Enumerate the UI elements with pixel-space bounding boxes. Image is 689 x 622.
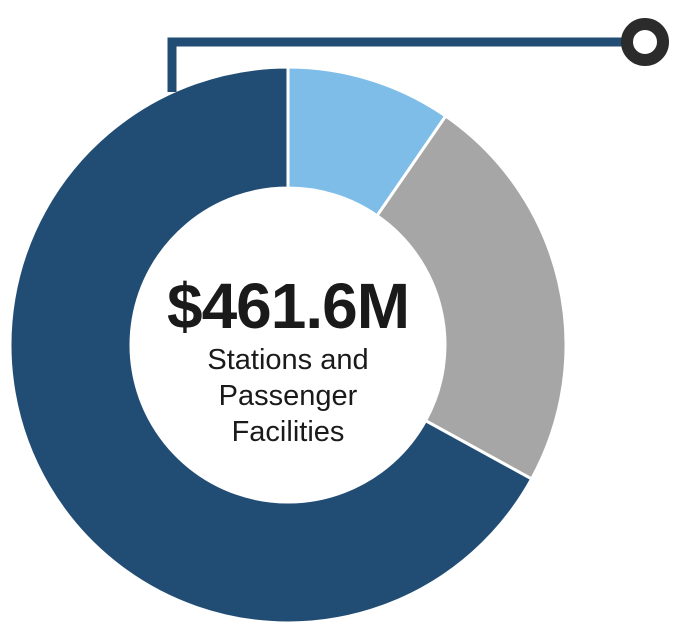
donut-slices <box>8 65 568 622</box>
callout-connector-line <box>167 37 622 92</box>
center-label-line-2: Passenger <box>218 380 358 412</box>
center-total-value: $461.6M <box>166 270 410 342</box>
center-label-line-1: Stations and <box>207 344 369 376</box>
callout-marker-icon <box>621 18 669 66</box>
donut-slice-2 <box>374 113 568 481</box>
center-category-label: Stations and Passenger Facilities <box>138 342 438 450</box>
center-label-line-3: Facilities <box>231 416 345 448</box>
